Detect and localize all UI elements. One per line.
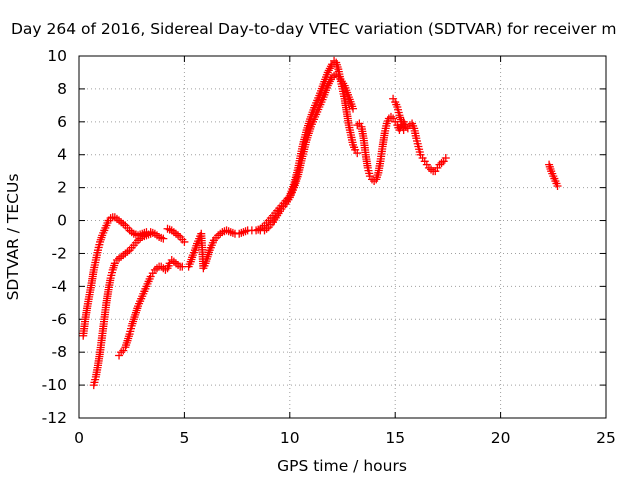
data-point	[353, 121, 362, 130]
y-tick-label: 8	[57, 80, 67, 98]
series-8	[389, 94, 408, 135]
data-point	[437, 158, 446, 167]
series-4	[163, 224, 189, 246]
x-tick-label: 0	[74, 429, 84, 447]
x-tick-label: 20	[491, 429, 511, 447]
y-tick-label: -2	[52, 244, 67, 262]
x-tick-label: 25	[596, 429, 616, 447]
x-axis-label: GPS time / hours	[277, 457, 407, 475]
data-point	[226, 228, 235, 237]
y-tick-label: -4	[52, 277, 67, 295]
data-point	[553, 181, 562, 190]
axis-ticks: 0 5 10 15 20 25 -12 -10 -8 -6 -4 -2 0 2 4 6 8 10	[42, 47, 616, 447]
plot-frame	[78, 55, 607, 419]
x-tick-label: 5	[179, 429, 189, 447]
data-point	[349, 104, 358, 113]
y-tick-label: 4	[57, 146, 67, 164]
x-tick-label: 15	[385, 429, 405, 447]
series-2	[89, 229, 155, 390]
data-point	[159, 234, 168, 243]
x-tick-label: 10	[280, 429, 300, 447]
series-9	[545, 160, 562, 190]
series-3	[115, 256, 187, 360]
y-tick-label: 2	[57, 179, 67, 197]
series-6	[256, 70, 358, 235]
y-tick-label: -8	[52, 343, 67, 361]
data-point	[146, 229, 155, 238]
chart-title: Day 264 of 2016, Sidereal Day-to-day VTE…	[11, 20, 616, 38]
data-point	[427, 165, 436, 174]
data-point	[399, 126, 408, 135]
series-7	[353, 112, 450, 186]
data-points	[79, 56, 562, 390]
y-tick-label: -6	[52, 310, 67, 328]
y-tick-label: -12	[42, 409, 67, 427]
y-tick-label: -10	[42, 376, 67, 394]
data-point	[441, 154, 450, 163]
series-1	[79, 213, 168, 340]
data-point	[180, 237, 189, 246]
data-point	[353, 149, 362, 158]
y-tick-label: 6	[57, 113, 67, 131]
y-axis-label: SDTVAR / TECUs	[4, 174, 22, 301]
y-tick-label: 0	[57, 212, 67, 230]
grid	[79, 56, 606, 418]
data-point	[239, 228, 248, 237]
y-tick-label: 10	[47, 47, 67, 65]
